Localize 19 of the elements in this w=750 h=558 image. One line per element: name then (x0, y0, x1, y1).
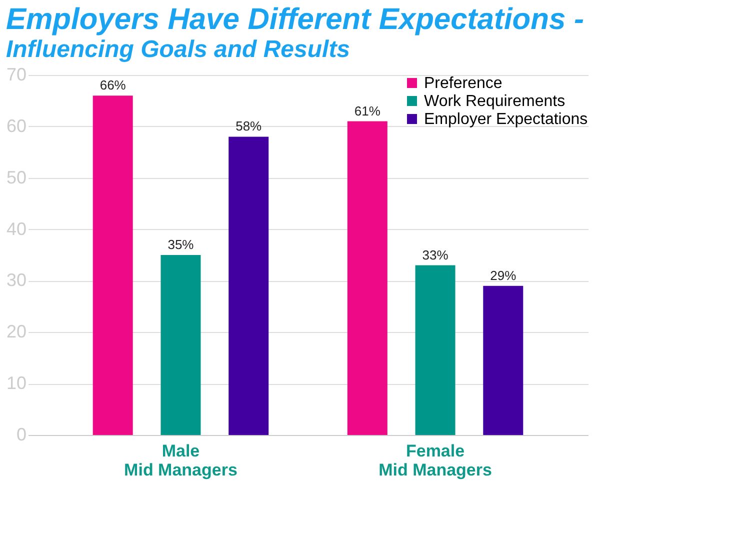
data-label: 29% (490, 268, 517, 283)
legend-label: Employer Expectations (424, 111, 588, 128)
data-label: 58% (236, 118, 262, 134)
x-tick-label: Female Mid Managers (378, 442, 492, 480)
chart-subtitle: Influencing Goals and Results (6, 36, 350, 63)
x-tick-label: Male Mid Managers (124, 442, 238, 480)
bar (160, 255, 201, 435)
bar (415, 265, 456, 435)
bar (228, 136, 269, 435)
bar (483, 286, 524, 435)
data-label: 33% (422, 247, 449, 262)
data-label: 61% (354, 103, 381, 118)
chart-title: Employers Have Different Expectations - (6, 3, 584, 36)
legend-label: Work Requirements (424, 93, 566, 110)
data-label: 35% (168, 237, 194, 252)
bar (347, 121, 388, 435)
legend-label: Preference (424, 75, 502, 92)
bar (92, 96, 133, 435)
data-label: 66% (100, 78, 126, 93)
